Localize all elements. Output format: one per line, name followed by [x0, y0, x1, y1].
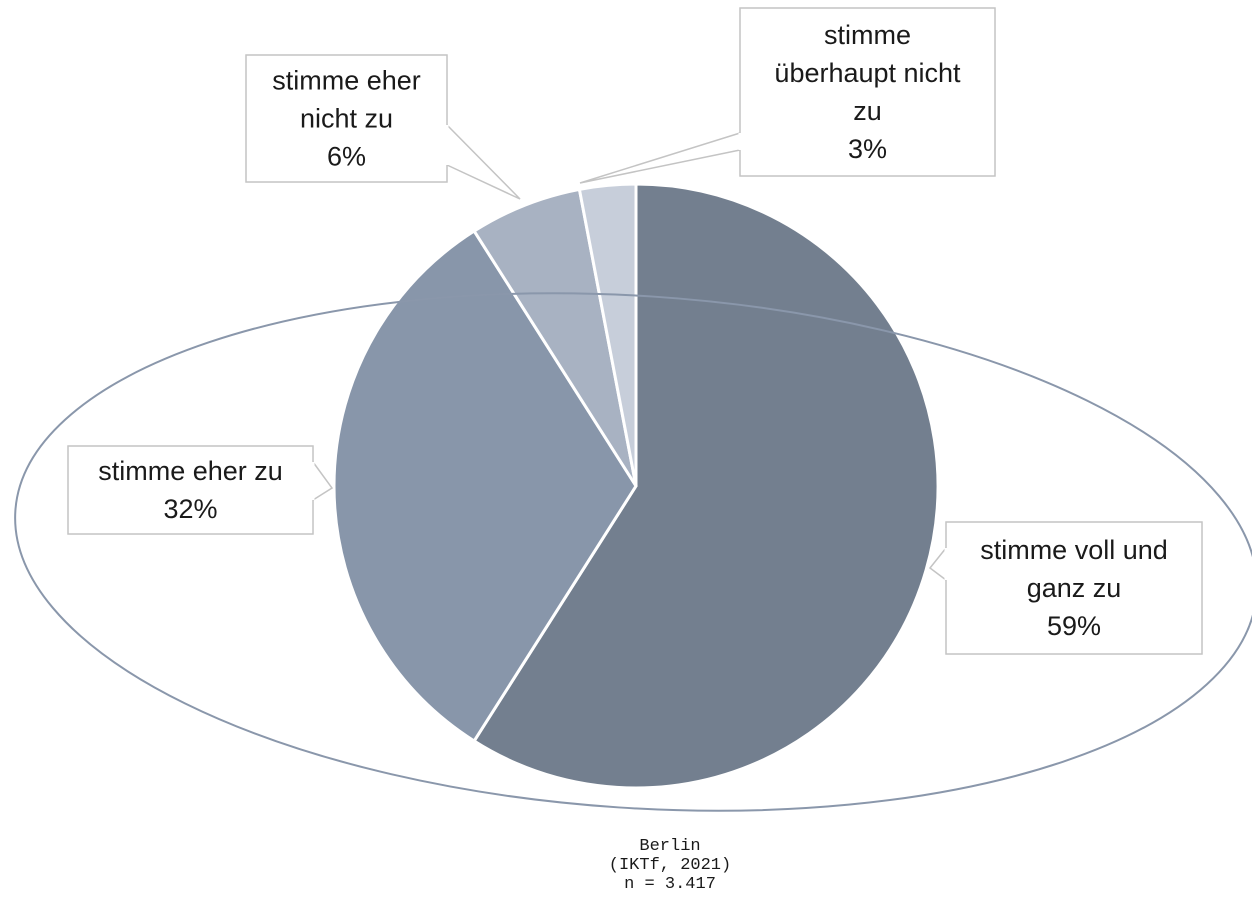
slice-label-4: stimme überhaupt nicht zu 3%	[579, 7, 996, 184]
label-box-4	[739, 7, 996, 177]
pie-slice-2	[332, 228, 638, 744]
source-note: Berlin (IKTf, 2021) n = 3.417	[609, 837, 731, 894]
label-leader-4	[579, 132, 741, 184]
source-line-2: (IKTf, 2021)	[609, 856, 731, 875]
slice-value-label-4: 3%	[848, 134, 887, 164]
pie-slice-1	[472, 182, 940, 790]
label-leader-3	[446, 124, 521, 200]
slice-value-label-3: 6%	[327, 142, 366, 172]
slice-category-label-3: nicht zu	[300, 104, 393, 134]
slice-category-label-1: stimme voll und	[980, 535, 1168, 565]
label-box-3	[245, 54, 448, 183]
slice-label-3: stimme eher nicht zu 6%	[245, 54, 521, 200]
label-box-2	[67, 445, 314, 535]
label-leader-2	[312, 461, 334, 501]
slice-category-label-3: stimme eher	[272, 66, 421, 96]
slice-category-label-4: zu	[853, 96, 882, 126]
slice-value-label-2: 32%	[163, 494, 217, 524]
slice-category-label-2: stimme eher zu	[98, 456, 283, 486]
slice-label-2: stimme eher zu 32%	[67, 445, 334, 535]
label-leader-1	[928, 547, 947, 581]
pie-slice-4	[577, 182, 638, 487]
source-line-3: n = 3.417	[624, 875, 716, 894]
slice-category-label-4: stimme	[824, 20, 911, 50]
slice-category-label-1: ganz zu	[1027, 573, 1122, 603]
pie-slices	[332, 182, 940, 790]
source-line-1: Berlin	[639, 837, 700, 856]
slice-labels: stimme voll und ganz zu 59% stimme eher zu 3…	[67, 7, 1203, 655]
slice-value-label-1: 59%	[1047, 611, 1101, 641]
label-box-1	[945, 521, 1203, 655]
slice-label-1: stimme voll und ganz zu 59%	[928, 521, 1203, 655]
slice-category-label-4: überhaupt nicht	[774, 58, 961, 88]
annotation-ellipse	[14, 292, 1252, 812]
